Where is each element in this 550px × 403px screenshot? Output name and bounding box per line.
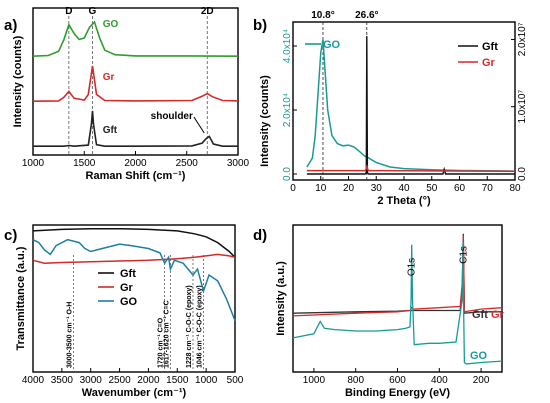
series-line-gr [306, 165, 516, 173]
x-tick-label: 2000 [124, 158, 147, 169]
y-axis-title: Transmittance (a.u.) [15, 246, 27, 350]
y-axis-title: Intensity (counts) [259, 75, 271, 167]
shoulder-arrow [193, 116, 205, 134]
peak-label: C1s [458, 246, 469, 264]
ftir-chart: c) 3000-3500 cm⁻¹ O-H 1720 cm⁻¹ C=O1617-16… [4, 224, 244, 399]
x-tick-label: 400 [431, 375, 448, 386]
x-axis-title: Wavenumber (cm⁻¹) [82, 387, 187, 399]
series-line-gr [32, 253, 236, 264]
series-label: Gr [103, 72, 115, 83]
shoulder-annotation: shoulder [151, 111, 193, 122]
legend-label-gr: Gr [482, 57, 496, 69]
legend-label: GO [120, 296, 138, 308]
y-axis-title: Intensity (a.u.) [275, 261, 287, 336]
series-label: GO [103, 19, 119, 30]
series-line-gr [292, 235, 503, 317]
xrd-chart: b) 0.0 2.0x10⁴ 4.0x10⁴ 0.0 1.0x10⁷ 2.0x10⁷ 10.8… [253, 10, 528, 207]
peak-label: D [65, 6, 72, 17]
series-line-go [292, 241, 503, 365]
legend-label: Gr [120, 282, 134, 294]
x-tick-label: 500 [227, 375, 244, 386]
series-line-go [306, 39, 516, 172]
x-tick-label: 600 [389, 375, 406, 386]
band-label: 3000-3500 cm⁻¹ O-H [66, 302, 73, 368]
x-tick-label: 1500 [73, 158, 96, 169]
legend-label-go: GO [470, 350, 488, 362]
legend-label-gft: Gft [472, 309, 488, 321]
x-tick-label: 40 [398, 183, 410, 194]
x-tick-label: 3000 [80, 375, 103, 386]
x-tick-label: 30 [371, 183, 383, 194]
x-tick-label: 80 [509, 183, 521, 194]
right-y-tick-label: 1.0x10⁷ [517, 90, 528, 124]
peak-label: G [89, 6, 97, 17]
y-axis-title: Intensity (counts) [12, 35, 24, 127]
series-line-gft [33, 110, 238, 148]
xps-chart: d) O1s C1s Gft Gr GO 1000 800 600 400 200 Binding E… [253, 224, 505, 399]
panel-label-d: d) [253, 227, 267, 244]
x-tick-label: 1000 [303, 375, 326, 386]
band-label: 1228 cm⁻¹ C-O-C (epoxy) [186, 285, 193, 368]
peak-label: 26.6° [355, 10, 378, 21]
legend-label-gr: Gr [491, 309, 505, 321]
series-line-gft [292, 233, 502, 314]
x-tick-label: 200 [473, 375, 490, 386]
right-y-tick-label: 2.0x10⁷ [517, 22, 528, 56]
left-y-tick-label: 0.0 [282, 167, 293, 181]
series-line-go [32, 238, 236, 321]
x-tick-label: 1500 [166, 375, 189, 386]
x-tick-label: 50 [426, 183, 438, 194]
x-tick-label: 70 [482, 183, 494, 194]
x-tick-label: 1000 [22, 158, 45, 169]
x-tick-label: 3500 [51, 375, 74, 386]
x-tick-label: 2500 [108, 375, 131, 386]
x-axis-title: Raman Shift (cm⁻¹) [86, 170, 186, 182]
series-label: Gft [103, 125, 118, 136]
x-tick-label: 3000 [227, 158, 250, 169]
x-tick-label: 10 [315, 183, 327, 194]
x-tick-label: 2000 [137, 375, 160, 386]
x-axis-title: Binding Energy (eV) [345, 387, 450, 399]
band-label: 1617-1620 cm⁻¹ C=C [163, 300, 170, 368]
plot-frame [32, 224, 236, 373]
x-tick-label: 4000 [22, 375, 45, 386]
band-label: 1046 cm⁻¹ C-O-C (epoxy) [196, 285, 203, 368]
panel-label-b: b) [253, 17, 267, 34]
series-line-gr [32, 65, 239, 102]
peak-label: 10.8° [311, 10, 334, 21]
x-tick-label: 0 [290, 183, 296, 194]
panel-label-c: c) [4, 227, 17, 244]
x-tick-label: 2500 [176, 158, 199, 169]
series-line-go [32, 20, 239, 57]
raman-chart: a) D G 2D GO Gr Gft shoulder 1000 1500 2000 2500 300… [4, 6, 250, 182]
panel-label-a: a) [4, 17, 17, 34]
peak-label: 2D [201, 6, 214, 17]
x-tick-label: 60 [454, 183, 466, 194]
legend-label: Gft [120, 268, 136, 280]
legend-label-gft: Gft [482, 41, 498, 53]
right-y-tick-label: 0.0 [517, 167, 528, 181]
peak-label: O1s [407, 258, 418, 276]
x-axis-title: 2 Theta (°) [377, 195, 431, 207]
legend-label-go: GO [323, 39, 341, 51]
x-tick-label: 800 [347, 375, 364, 386]
x-tick-label: 20 [343, 183, 355, 194]
left-y-tick-label: 2.0x10⁴ [282, 93, 293, 127]
x-tick-label: 1000 [195, 375, 218, 386]
left-y-tick-label: 4.0x10⁴ [282, 29, 293, 63]
series-line-gft [32, 227, 236, 258]
band-label: 1720 cm⁻¹ C=O [158, 317, 165, 368]
